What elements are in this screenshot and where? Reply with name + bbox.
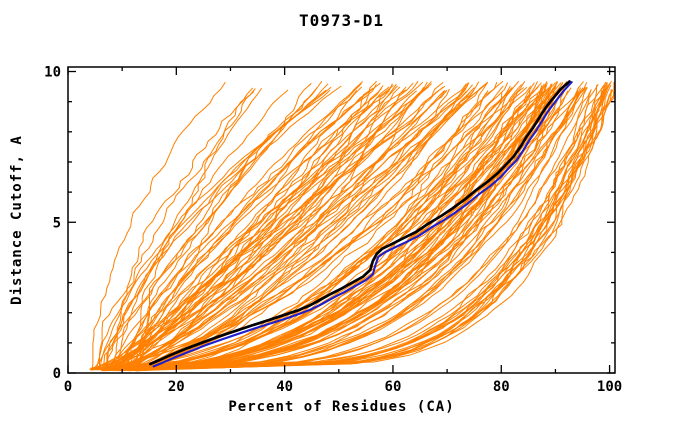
x-tick-label: 0 xyxy=(64,379,72,395)
x-tick-label: 60 xyxy=(385,379,402,395)
server-models-curves xyxy=(89,80,615,372)
x-axis-label: Percent of Residues (CA) xyxy=(228,399,455,415)
y-tick-label: 10 xyxy=(44,65,61,81)
axes-box xyxy=(67,66,616,374)
x-tick-labels: 0 20 40 60 80 100 xyxy=(64,379,622,395)
x-tick-label: 100 xyxy=(597,379,622,395)
chart-title: T0973-D1 xyxy=(298,11,385,30)
x-tick-label: 40 xyxy=(276,379,293,395)
y-tick-labels: 0 5 10 xyxy=(44,65,61,382)
highlighted-model-blue-curve xyxy=(152,81,573,368)
y-tick-label: 0 xyxy=(53,366,61,382)
x-tick-label: 80 xyxy=(493,379,510,395)
y-tick-label: 5 xyxy=(53,215,61,231)
x-tick-label: 20 xyxy=(168,379,185,395)
highlighted-model-black-curve xyxy=(148,80,571,366)
